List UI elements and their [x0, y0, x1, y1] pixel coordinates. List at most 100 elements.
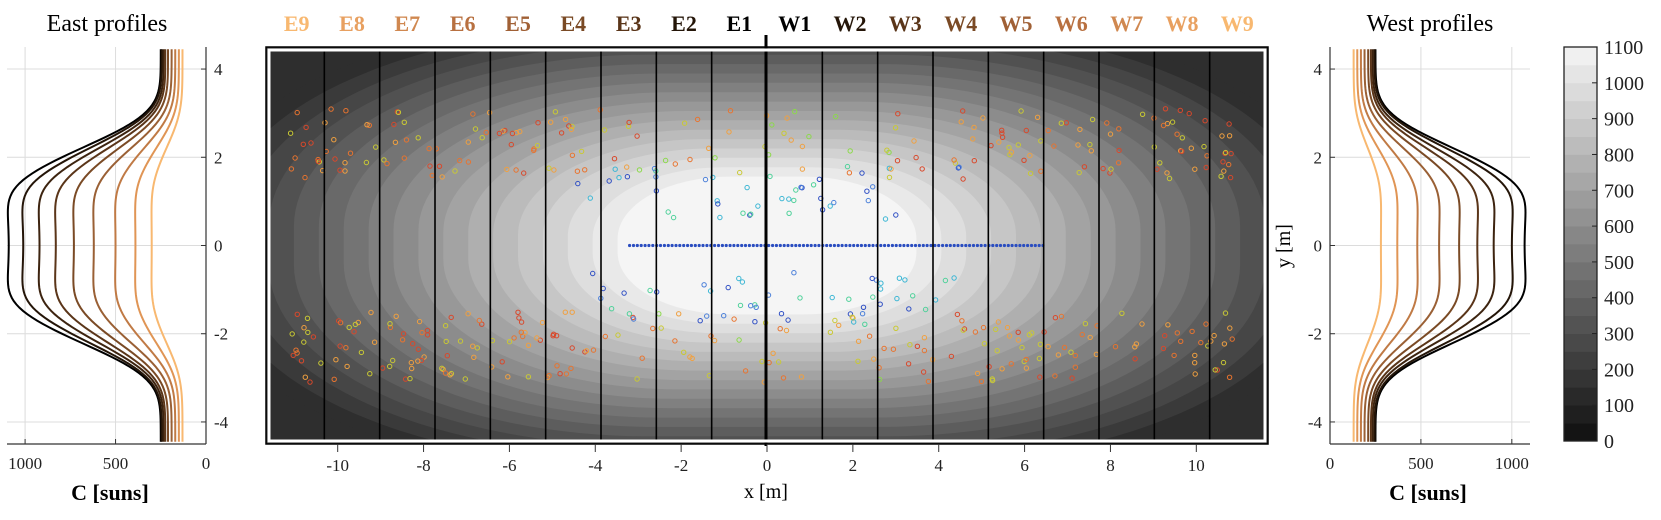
x-tick-label: 0	[763, 456, 772, 475]
profile-curve-E5	[72, 49, 170, 442]
measurement-point	[415, 358, 421, 364]
measurement-point	[827, 329, 834, 335]
measurement-point	[731, 316, 737, 322]
measurement-point	[342, 160, 348, 166]
measurement-point	[697, 318, 703, 324]
measurement-point	[910, 243, 914, 248]
measurement-point	[871, 243, 875, 248]
column-label-E7: E7	[394, 11, 420, 36]
measurement-point	[686, 243, 690, 248]
colorbar-level	[1564, 226, 1597, 245]
measurement-point	[1160, 122, 1167, 129]
measurement-point	[774, 243, 779, 248]
measurement-point	[1033, 243, 1037, 248]
measurement-point	[630, 316, 637, 322]
measurement-point	[961, 326, 968, 332]
measurement-point	[849, 314, 855, 320]
colorbar-level	[1564, 118, 1597, 137]
measurement-point	[736, 243, 740, 248]
measurement-point	[518, 319, 525, 325]
measurement-point	[574, 168, 581, 174]
heatmap-panel: E9 E8 E7 E6 E5 E4 E3 E2 E1 W1 W2 W3 W4 W5 W6 W7 W8 W9 -10…	[265, 11, 1295, 503]
measurement-point	[713, 243, 717, 248]
measurement-point	[1119, 310, 1125, 316]
measurement-point	[798, 184, 804, 191]
measurement-point	[829, 294, 835, 301]
measurement-point	[1087, 334, 1093, 341]
measurement-point	[436, 163, 443, 170]
measurement-point	[662, 243, 667, 248]
measurement-point	[732, 243, 736, 248]
measurement-point	[948, 353, 955, 360]
measurement-point	[1088, 148, 1095, 154]
measurement-point	[639, 243, 643, 248]
measurement-point	[333, 357, 339, 363]
measurement-point	[840, 243, 844, 248]
measurement-point	[347, 150, 354, 156]
measurement-point	[1023, 127, 1030, 134]
measurement-point	[1229, 336, 1235, 342]
measurement-point	[294, 350, 300, 356]
measurement-point	[318, 360, 324, 366]
measurement-point	[1211, 332, 1217, 339]
measurement-point	[621, 290, 627, 296]
measurement-point	[1006, 243, 1010, 248]
measurement-point	[483, 129, 489, 136]
measurement-point	[1045, 343, 1051, 350]
column-label-E9: E9	[284, 11, 310, 36]
measurement-point	[870, 184, 876, 190]
measurement-point	[626, 119, 632, 126]
measurement-point	[302, 374, 308, 380]
measurement-point	[970, 136, 976, 142]
measurement-point	[728, 243, 732, 248]
measurement-point	[424, 327, 431, 334]
measurement-point	[444, 353, 450, 359]
measurement-point	[1027, 152, 1033, 159]
measurement-point	[1023, 365, 1030, 371]
measurement-point	[631, 243, 636, 248]
measurement-point	[856, 243, 860, 248]
measurement-point	[531, 147, 537, 154]
measurement-point	[1052, 373, 1058, 379]
measurement-point	[1036, 355, 1043, 362]
measurement-point	[724, 243, 728, 248]
measurement-point	[496, 130, 503, 137]
measurement-point	[705, 243, 709, 248]
x-tick-label: 10	[1188, 456, 1205, 475]
column-label-E3: E3	[616, 11, 642, 36]
measurement-point	[332, 156, 338, 162]
measurement-point	[1208, 338, 1214, 344]
east-y-ticks: 4 2 0 -2 -4	[201, 60, 229, 432]
measurement-point	[715, 201, 721, 207]
east-curves	[6, 49, 184, 442]
measurement-point	[792, 108, 798, 115]
measurement-point	[1226, 374, 1233, 380]
measurement-point	[1228, 150, 1234, 157]
measurement-point	[844, 163, 851, 170]
measurement-point	[566, 123, 572, 129]
measurement-point	[465, 139, 471, 145]
measurement-point	[881, 345, 887, 352]
measurement-point	[407, 375, 413, 382]
measurement-point	[384, 160, 390, 167]
measurement-point	[791, 270, 797, 276]
measurement-point	[1051, 143, 1057, 149]
main-x-ticks: -10 -8 -6 -4 -2 0 2 4 6 8 10	[326, 444, 1205, 475]
measurement-point	[921, 243, 925, 248]
measurement-point	[440, 366, 446, 372]
measurement-point	[704, 313, 710, 319]
measurement-point	[509, 130, 516, 137]
measurement-point	[813, 243, 817, 248]
measurement-point	[568, 365, 574, 372]
measurement-point	[781, 130, 787, 137]
measurement-point	[859, 170, 865, 176]
measurement-point	[975, 243, 980, 248]
measurement-point	[867, 243, 871, 248]
x-tick-label: 0	[202, 454, 211, 473]
measurement-point	[869, 275, 875, 282]
measurement-point	[1166, 175, 1173, 182]
measurement-point	[1026, 332, 1033, 338]
measurement-point	[1222, 149, 1229, 156]
measurement-point	[636, 167, 643, 173]
measurement-point	[981, 341, 988, 347]
